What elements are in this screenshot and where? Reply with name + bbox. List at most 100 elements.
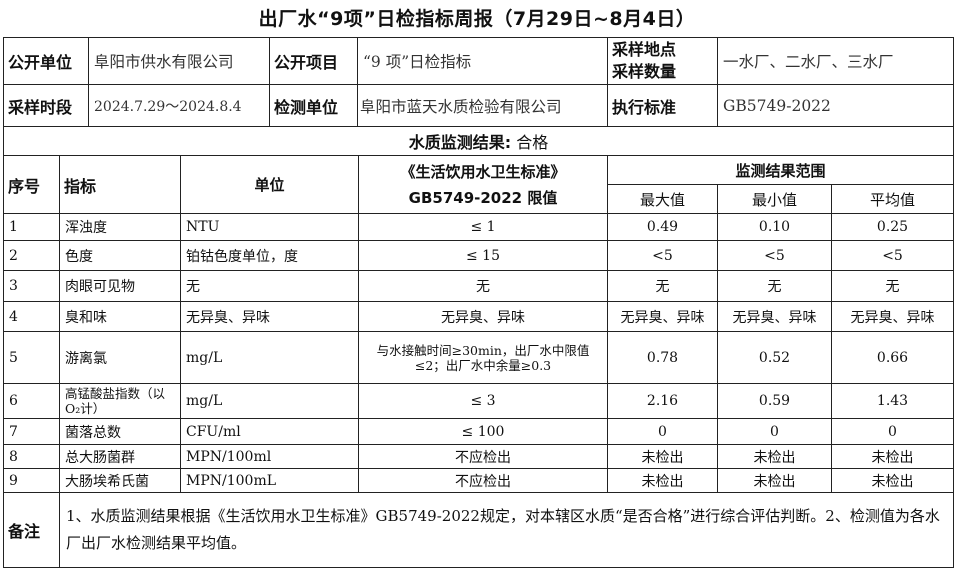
cell-avg: 未检出 (830, 444, 954, 469)
header-limit: 《生活饮用水卫生标准》 GB5749-2022 限值 (358, 155, 608, 214)
cell-min: 0.59 (717, 383, 832, 419)
header-no: 序号 (3, 155, 60, 214)
cell-indicator: 高锰酸盐指数（以O₂计） (59, 383, 181, 419)
cell-limit: 与水接触时间≥30min，出厂水中限值≤2；出厂水中余量≥0.3 (358, 331, 608, 384)
cell-min: 0.52 (717, 331, 832, 384)
cell-min: <5 (717, 240, 832, 271)
count-label: 采样数量 (612, 62, 677, 81)
cell-max: 0.78 (607, 331, 718, 384)
cell-limit: 无 (358, 270, 608, 302)
cell-limit: 不应检出 (358, 468, 608, 493)
sites-value: 一水厂、二水厂、三水厂 (717, 37, 954, 85)
header-limit-line1: 《生活饮用水卫生标准》 (400, 162, 566, 181)
lab-value: 阜阳市蓝天水质检验有限公司 (357, 84, 608, 127)
item-label: 公开项目 (269, 37, 358, 85)
cell-no: 9 (3, 468, 60, 493)
cell-limit: ≤ 100 (358, 418, 608, 445)
header-avg: 平均值 (830, 184, 954, 214)
header-indicator: 指标 (59, 155, 181, 214)
site-label: 采样地点 (612, 40, 677, 59)
cell-unit: NTU (180, 213, 359, 241)
lab-label: 检测单位 (269, 84, 358, 127)
header-max: 最大值 (607, 184, 718, 214)
cell-unit: 无异臭、异味 (180, 301, 359, 332)
cell-max: 未检出 (607, 468, 718, 493)
cell-no: 8 (3, 444, 60, 469)
cell-min: 无异臭、异味 (717, 301, 832, 332)
cell-limit: 不应检出 (358, 444, 608, 469)
cell-no: 7 (3, 418, 60, 445)
cell-no: 1 (3, 213, 60, 241)
header-unit: 单位 (180, 155, 359, 214)
cell-avg: 1.43 (830, 383, 954, 419)
result-value: 合格 (516, 133, 549, 152)
cell-avg: <5 (830, 240, 954, 271)
cell-limit: 无异臭、异味 (358, 301, 608, 332)
cell-unit: MPN/100mL (180, 468, 359, 493)
cell-unit: CFU/ml (180, 418, 359, 445)
table-row: 7 菌落总数 CFU/ml ≤ 100 0 0 0 (3, 418, 954, 445)
results-table: 水质监测结果: 合格 序号 指标 单位 《生活饮用水卫生标准》 GB5749-2… (2, 126, 954, 568)
table-row: 3 肉眼可见物无无无无无 (3, 270, 954, 302)
cell-unit: MPN/100ml (180, 444, 359, 469)
cell-indicator: 臭和味 (59, 301, 181, 332)
info-table: 公开单位 阜阳市供水有限公司 公开项目 “9 项”日检指标 采样地点采样数量 一… (3, 37, 954, 127)
cell-no: 3 (3, 270, 60, 302)
standard-label: 执行标准 (607, 84, 718, 127)
table-row: 1 浑浊度 NTU ≤ 1 0.49 0.10 0.25 (3, 213, 954, 241)
item-value: “9 项”日检指标 (357, 37, 608, 85)
cell-indicator: 色度 (59, 240, 181, 271)
cell-min: 0.10 (717, 213, 832, 241)
cell-min: 未检出 (717, 444, 832, 469)
cell-no: 6 (3, 383, 60, 419)
cell-min: 未检出 (717, 468, 832, 493)
cell-limit: ≤ 15 (358, 240, 608, 271)
cell-avg: 0 (830, 418, 954, 445)
cell-max: <5 (607, 240, 718, 271)
cell-indicator: 大肠埃希氏菌 (59, 468, 181, 493)
cell-min: 0 (717, 418, 832, 445)
cell-max: 未检出 (607, 444, 718, 469)
publisher-label: 公开单位 (3, 37, 89, 85)
table-row: 5 游离氯 mg/L 与水接触时间≥30min，出厂水中限值≤2；出厂水中余量≥0.3… (3, 331, 954, 384)
cell-indicator: 菌落总数 (59, 418, 181, 445)
cell-unit: mg/L (180, 331, 359, 384)
cell-max: 0 (607, 418, 718, 445)
cell-indicator: 总大肠菌群 (59, 444, 181, 469)
cell-limit: ≤ 3 (358, 383, 608, 419)
cell-indicator: 游离氯 (59, 331, 181, 384)
cell-max: 无 (607, 270, 718, 302)
overall-result: 水质监测结果: 合格 (2, 126, 954, 156)
sites-label: 采样地点 采样数量 (607, 37, 718, 85)
period-value: 2024.7.29～2024.8.4 (88, 84, 270, 127)
table-row: 2 色度 铂钴色度单位，度 ≤ 15 <5 <5 <5 (3, 240, 954, 271)
cell-max: 2.16 (607, 383, 718, 419)
cell-limit: ≤ 1 (358, 213, 608, 241)
cell-no: 5 (3, 331, 60, 384)
cell-max: 无异臭、异味 (607, 301, 718, 332)
cell-no: 4 (3, 301, 60, 332)
cell-avg: 无异臭、异味 (830, 301, 954, 332)
table-row: 9 大肠埃希氏菌 MPN/100mL 不应检出 未检出 未检出 未检出 (3, 468, 954, 493)
period-label: 采样时段 (3, 84, 89, 127)
cell-unit: 无 (180, 270, 359, 302)
cell-indicator: 肉眼可见物 (59, 270, 181, 302)
notes-label: 备注 (3, 492, 60, 568)
cell-avg: 无 (830, 270, 954, 302)
cell-avg: 0.25 (830, 213, 954, 241)
page-title: 出厂水“9项”日检指标周报（7月29日~8月4日） (258, 8, 696, 30)
cell-no: 2 (3, 240, 60, 271)
cell-max: 0.49 (607, 213, 718, 241)
result-label: 水质监测结果: (408, 133, 512, 152)
cell-avg: 0.66 (830, 331, 954, 384)
cell-unit: 铂钴色度单位，度 (180, 240, 359, 271)
table-row: 6 高锰酸盐指数（以O₂计） mg/L ≤ 3 2.16 0.59 1.43 (3, 383, 954, 419)
cell-min: 无 (717, 270, 832, 302)
header-limit-line2: GB5749-2022 限值 (408, 188, 558, 207)
publisher-value: 阜阳市供水有限公司 (88, 37, 270, 85)
standard-value: GB5749-2022 (717, 84, 954, 127)
notes-text: 1、水质监测结果根据《生活饮用水卫生标准》GB5749-2022规定，对本辖区水… (58, 492, 954, 568)
table-row: 4 臭和味 无异臭、异味 无异臭、异味 无异臭、异味 无异臭、异味 无异臭、异味 (3, 301, 954, 332)
cell-indicator: 浑浊度 (59, 213, 181, 241)
table-row: 8 总大肠菌群 MPN/100ml 不应检出 未检出 未检出 未检出 (3, 444, 954, 469)
